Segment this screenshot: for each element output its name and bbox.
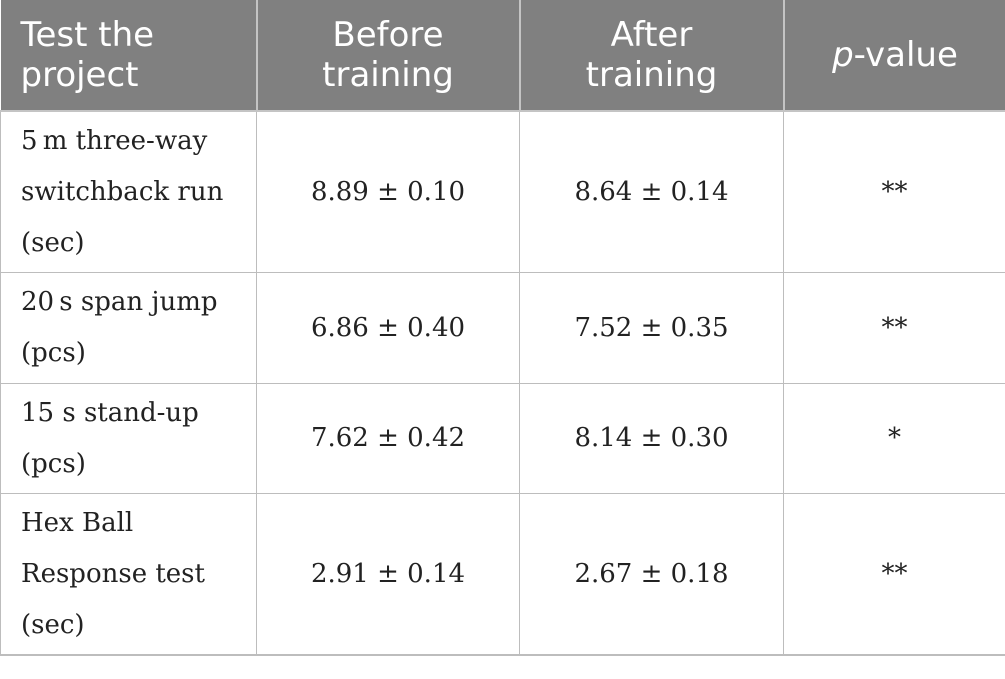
row-label: 20 s span jump (pcs): [0, 272, 257, 384]
row-label-line: Response test: [21, 558, 205, 589]
row-label-line: switchback run: [21, 176, 224, 207]
before-value: 2.91 ± 0.14: [256, 493, 520, 656]
before-value: 7.62 ± 0.42: [256, 383, 520, 494]
p-value: **: [783, 272, 1005, 384]
header-before-training: Before training: [255, 0, 521, 112]
header-p-suffix: -value: [853, 35, 958, 75]
row-label: 15 s stand-up (pcs): [0, 383, 257, 494]
before-value: 6.86 ± 0.40: [256, 272, 520, 384]
after-value: 8.14 ± 0.30: [519, 383, 784, 494]
after-value: 2.67 ± 0.18: [519, 493, 784, 656]
header-line: training: [585, 55, 718, 95]
table-header: Test the project Before training After t…: [0, 0, 1005, 112]
row-label-line: (sec): [21, 609, 85, 640]
p-value: *: [783, 383, 1005, 494]
header-after-training: After training: [518, 0, 785, 112]
p-value: **: [783, 110, 1005, 273]
header-row: Test the project Before training After t…: [0, 0, 1005, 112]
header-line: training: [322, 55, 454, 95]
table-row: 5 m three-way switchback run (sec) 8.89 …: [0, 110, 1005, 273]
row-label-line: 15 s stand-up: [21, 397, 199, 428]
before-value: 8.89 ± 0.10: [256, 110, 520, 273]
table-row: Hex Ball Response test (sec) 2.91 ± 0.14…: [0, 493, 1005, 656]
header-p-value: p-value: [782, 0, 1005, 112]
row-label: Hex Ball Response test (sec): [0, 493, 257, 656]
header-p-symbol: p: [832, 35, 854, 75]
row-label-line: (sec): [21, 227, 85, 258]
after-value: 7.52 ± 0.35: [519, 272, 784, 384]
results-table: Test the project Before training After t…: [0, 0, 1005, 656]
table-body: 5 m three-way switchback run (sec) 8.89 …: [0, 110, 1005, 656]
row-label-line: 20 s span jump: [21, 287, 218, 317]
header-line: Test the: [20, 15, 155, 55]
p-value: **: [783, 493, 1005, 656]
header-line: After: [610, 15, 693, 55]
header-test-project: Test the project: [0, 0, 258, 112]
header-line: Before: [332, 15, 444, 55]
row-label-line: (pcs): [21, 448, 86, 479]
table-row: 15 s stand-up (pcs) 7.62 ± 0.42 8.14 ± 0…: [0, 383, 1005, 494]
row-label: 5 m three-way switchback run (sec): [0, 110, 257, 273]
row-label-line: (pcs): [21, 338, 86, 368]
table-row: 20 s span jump (pcs) 6.86 ± 0.40 7.52 ± …: [0, 272, 1005, 384]
row-label-line: 5 m three-way: [21, 125, 208, 156]
row-label-line: Hex Ball: [21, 507, 134, 538]
header-line: project: [20, 55, 139, 95]
after-value: 8.64 ± 0.14: [519, 110, 784, 273]
